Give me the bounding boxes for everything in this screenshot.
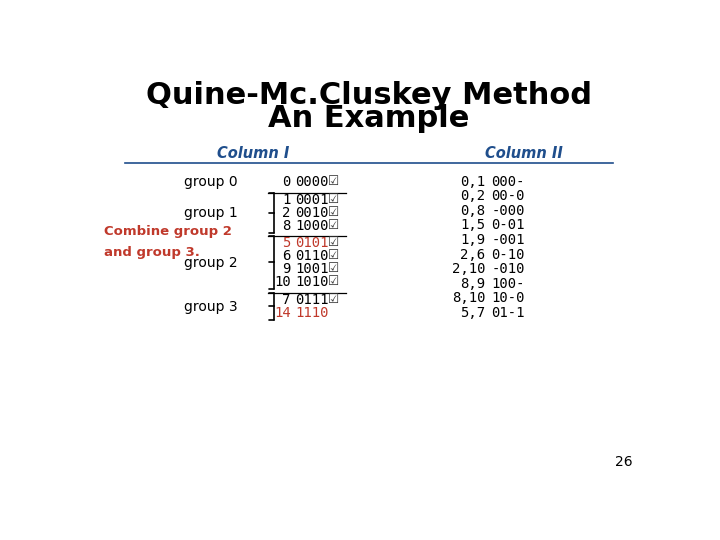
Text: Column II: Column II bbox=[485, 146, 563, 161]
Text: 000-: 000- bbox=[492, 175, 525, 189]
Text: 8,9: 8,9 bbox=[460, 276, 485, 291]
Text: 14: 14 bbox=[274, 306, 291, 320]
Text: 5,7: 5,7 bbox=[460, 306, 485, 320]
Text: 5: 5 bbox=[282, 235, 291, 249]
Text: 0,1: 0,1 bbox=[460, 175, 485, 189]
Text: group 1: group 1 bbox=[184, 206, 238, 220]
Text: ☑: ☑ bbox=[328, 293, 339, 306]
Text: group 3: group 3 bbox=[184, 300, 238, 314]
Text: 9: 9 bbox=[282, 262, 291, 276]
Text: 1,5: 1,5 bbox=[460, 219, 485, 233]
Text: 1000: 1000 bbox=[295, 219, 329, 233]
Text: 2,6: 2,6 bbox=[460, 247, 485, 261]
Text: 0,2: 0,2 bbox=[460, 190, 485, 204]
Text: 1010: 1010 bbox=[295, 275, 329, 289]
Text: 0010: 0010 bbox=[295, 206, 329, 220]
Text: 8: 8 bbox=[282, 219, 291, 233]
Text: 100-: 100- bbox=[492, 276, 525, 291]
Text: 10: 10 bbox=[274, 275, 291, 289]
Text: Column I: Column I bbox=[217, 146, 289, 161]
Text: 00-0: 00-0 bbox=[492, 190, 525, 204]
Text: 0111: 0111 bbox=[295, 293, 329, 307]
Text: 0101: 0101 bbox=[295, 235, 329, 249]
Text: 0110: 0110 bbox=[295, 249, 329, 263]
Text: 01-1: 01-1 bbox=[492, 306, 525, 320]
Text: 0000: 0000 bbox=[295, 175, 329, 189]
Text: 6: 6 bbox=[282, 249, 291, 263]
Text: 7: 7 bbox=[282, 293, 291, 307]
Text: 1110: 1110 bbox=[295, 306, 329, 320]
Text: 1: 1 bbox=[282, 193, 291, 206]
Text: 2,10: 2,10 bbox=[451, 262, 485, 276]
Text: 2: 2 bbox=[282, 206, 291, 220]
Text: 0001: 0001 bbox=[295, 193, 329, 206]
Text: An Example: An Example bbox=[269, 104, 469, 133]
Text: ☑: ☑ bbox=[328, 275, 339, 288]
Text: Quine-Mc.Cluskey Method: Quine-Mc.Cluskey Method bbox=[146, 81, 592, 110]
Text: ☑: ☑ bbox=[328, 236, 339, 249]
Text: ☑: ☑ bbox=[328, 219, 339, 232]
Text: ☑: ☑ bbox=[328, 193, 339, 206]
Text: 0: 0 bbox=[282, 175, 291, 189]
Text: ☑: ☑ bbox=[328, 176, 339, 188]
Text: 0,8: 0,8 bbox=[460, 204, 485, 218]
Text: 8,10: 8,10 bbox=[451, 291, 485, 305]
Text: -001: -001 bbox=[492, 233, 525, 247]
Text: 1,9: 1,9 bbox=[460, 233, 485, 247]
Text: 0-10: 0-10 bbox=[492, 247, 525, 261]
Text: ☑: ☑ bbox=[328, 249, 339, 262]
Text: -010: -010 bbox=[492, 262, 525, 276]
Text: -000: -000 bbox=[492, 204, 525, 218]
Text: 26: 26 bbox=[615, 455, 632, 469]
Text: ☑: ☑ bbox=[328, 206, 339, 219]
Text: 1001: 1001 bbox=[295, 262, 329, 276]
Text: Combine group 2
and group 3.: Combine group 2 and group 3. bbox=[104, 225, 232, 259]
Text: group 0: group 0 bbox=[184, 175, 238, 189]
Text: 0-01: 0-01 bbox=[492, 219, 525, 233]
Text: group 2: group 2 bbox=[184, 255, 238, 269]
Text: 10-0: 10-0 bbox=[492, 291, 525, 305]
Text: ☑: ☑ bbox=[328, 262, 339, 275]
